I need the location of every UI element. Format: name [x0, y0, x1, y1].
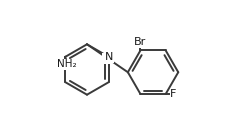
Text: NH₂: NH₂: [57, 59, 76, 69]
Text: O: O: [103, 53, 111, 63]
Text: N: N: [104, 52, 113, 62]
Text: F: F: [169, 89, 176, 99]
Text: Br: Br: [134, 37, 146, 47]
